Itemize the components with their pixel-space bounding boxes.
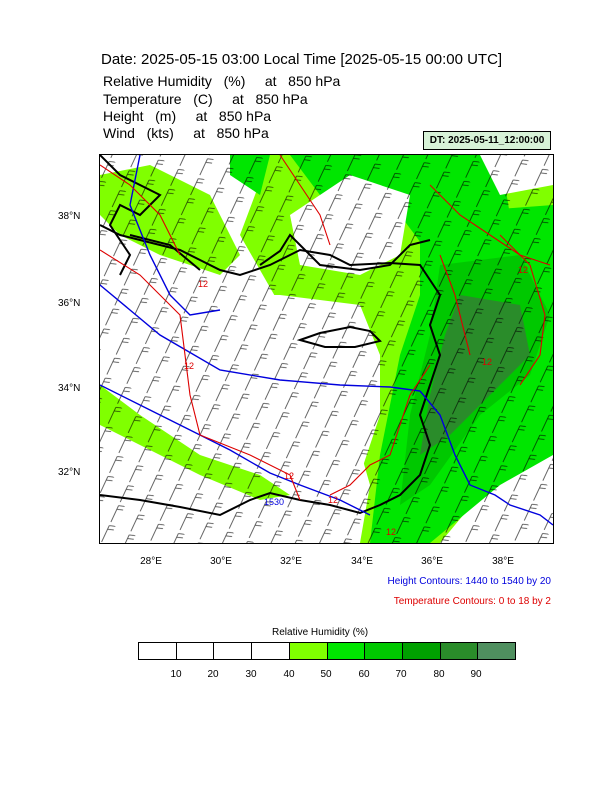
lat-label: 32°N (58, 467, 81, 478)
temp-contour-label: 12 (386, 527, 396, 537)
colorbar-box (289, 643, 328, 659)
colorbar-label: 40 (283, 669, 295, 680)
colorbar-box (365, 643, 403, 659)
variable-line-wind: Wind (kts) at 850 hPa (103, 125, 269, 141)
colorbar-label: 70 (395, 669, 407, 680)
map-title: Date: 2025-05-15 03:00 Local Time [2025-… (101, 51, 503, 68)
colorbar-label: 50 (320, 669, 332, 680)
temperature-contour-note: Temperature Contours: 0 to 18 by 2 (393, 596, 551, 607)
colorbar-label: 30 (245, 669, 257, 680)
lon-label: 30°E (210, 556, 232, 567)
lon-label: 28°E (140, 556, 162, 567)
weather-map-svg: 12 12 12 12 12 12 12 1530 (100, 155, 553, 543)
colorbar-box (176, 643, 215, 659)
colorbar-label: 80 (433, 669, 445, 680)
temp-contour-label: 12 (184, 361, 194, 371)
colorbar-box (327, 643, 366, 659)
colorbar-box (440, 643, 479, 659)
variable-line-temp: Temperature (C) at 850 hPa (103, 91, 308, 107)
colorbar-label: 90 (470, 669, 482, 680)
temp-contour-label: 12 (482, 357, 492, 367)
lon-label: 38°E (492, 556, 514, 567)
coastline (100, 155, 442, 517)
colorbar-label: 20 (207, 669, 219, 680)
colorbar-box (252, 643, 290, 659)
dt-label-box: DT: 2025-05-11_12:00:00 (423, 131, 551, 150)
colorbar-box (214, 643, 253, 659)
colorbar-box (139, 643, 177, 659)
colorbar-box (402, 643, 441, 659)
colorbar-title: Relative Humidity (%) (272, 627, 369, 638)
temperature-contours (100, 155, 551, 501)
variable-line-rh: Relative Humidity (%) at 850 hPa (103, 73, 341, 89)
lon-label: 36°E (421, 556, 443, 567)
lon-label: 34°E (351, 556, 373, 567)
colorbar-label: 60 (358, 669, 370, 680)
height-contours (100, 155, 553, 526)
lat-label: 36°N (58, 298, 81, 309)
temp-contour-label: 12 (518, 265, 528, 275)
temp-contour-label: 12 (198, 279, 208, 289)
wind-barb-field (100, 155, 553, 543)
humidity-colorbar (138, 642, 516, 660)
height-contour-note: Height Contours: 1440 to 1540 by 20 (387, 576, 551, 587)
lat-label: 38°N (58, 211, 81, 222)
lat-label: 34°N (58, 383, 81, 394)
lon-label: 32°E (280, 556, 302, 567)
temp-contour-label: 12 (328, 495, 338, 505)
height-contour-label: 1530 (264, 497, 284, 507)
contour-labels: 12 12 12 12 12 12 12 1530 (184, 265, 528, 537)
colorbar-label: 10 (170, 669, 182, 680)
variable-line-height: Height (m) at 850 hPa (103, 108, 272, 124)
temp-contour-label: 12 (284, 471, 294, 481)
map-panel: 12 12 12 12 12 12 12 1530 (99, 154, 554, 544)
colorbar-box (478, 643, 516, 659)
